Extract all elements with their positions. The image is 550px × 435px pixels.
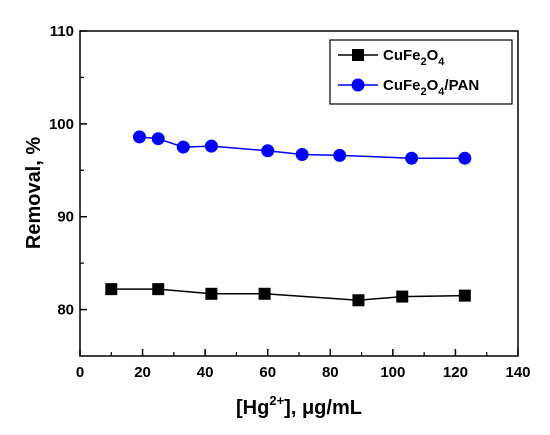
data-point [204, 139, 218, 153]
data-point [258, 287, 271, 300]
legend-label-part: 4 [438, 56, 445, 68]
data-point [295, 148, 309, 161]
data-point [352, 294, 365, 307]
legend-label-part: /PAN [444, 77, 479, 94]
series-line [111, 288, 465, 302]
data-point [105, 283, 118, 296]
data-point [132, 130, 146, 144]
series-0 [105, 283, 471, 307]
data-point [396, 290, 409, 303]
data-point [205, 287, 218, 300]
legend-label-part: O [427, 77, 439, 94]
x-tick-label: 0 [76, 364, 84, 381]
data-point [151, 132, 165, 146]
series-1 [132, 130, 472, 165]
legend-label-part: CuFe [383, 47, 421, 64]
x-tick-label: 140 [505, 364, 530, 381]
legend-label-part: 2 [421, 86, 427, 98]
y-tick-label: 80 [57, 302, 74, 319]
y-tick-label: 110 [50, 23, 74, 40]
x-title-prefix: [Hg [236, 397, 269, 419]
y-tick-label: 90 [57, 209, 74, 226]
legend-marker [352, 49, 364, 61]
x-tick-label: 20 [134, 364, 151, 381]
legend-label-part: 4 [438, 86, 445, 98]
data-point [152, 283, 165, 296]
legend-label-part: O [427, 47, 439, 64]
x-tick-label: 60 [259, 364, 276, 381]
legend-label: CuFe2O4/PAN [383, 77, 479, 98]
legend-entry-1: CuFe2O4/PAN [338, 77, 479, 98]
y-axis-title: Removal, % [23, 137, 45, 249]
x-title-sup: 2+ [269, 393, 284, 408]
y-axis: 80 90 100 110 [49, 23, 87, 319]
legend-marker [351, 78, 365, 92]
legend-label: CuFe2O4 [383, 47, 445, 68]
data-point [333, 148, 347, 162]
x-tick-label: 100 [380, 364, 405, 381]
data-point [458, 289, 471, 302]
data-point [458, 151, 472, 165]
x-tick-label: 120 [443, 364, 468, 381]
x-axis-title: [Hg2+], μg/mL [236, 393, 362, 419]
y-tick-label: 100 [49, 116, 74, 133]
legend-label-part: CuFe [383, 77, 421, 94]
data-point [176, 140, 190, 154]
legend-label-part: 2 [421, 56, 427, 68]
legend-entry-0: CuFe2O4 [338, 47, 445, 68]
data-point [261, 144, 275, 158]
data-point [405, 151, 419, 165]
x-axis: 0 20 40 60 80 100 120 140 [76, 349, 531, 381]
x-tick-label: 80 [322, 364, 339, 381]
x-tick-label: 40 [197, 364, 214, 381]
x-title-suffix: ], μg/mL [284, 397, 362, 419]
series-layer [105, 130, 472, 307]
